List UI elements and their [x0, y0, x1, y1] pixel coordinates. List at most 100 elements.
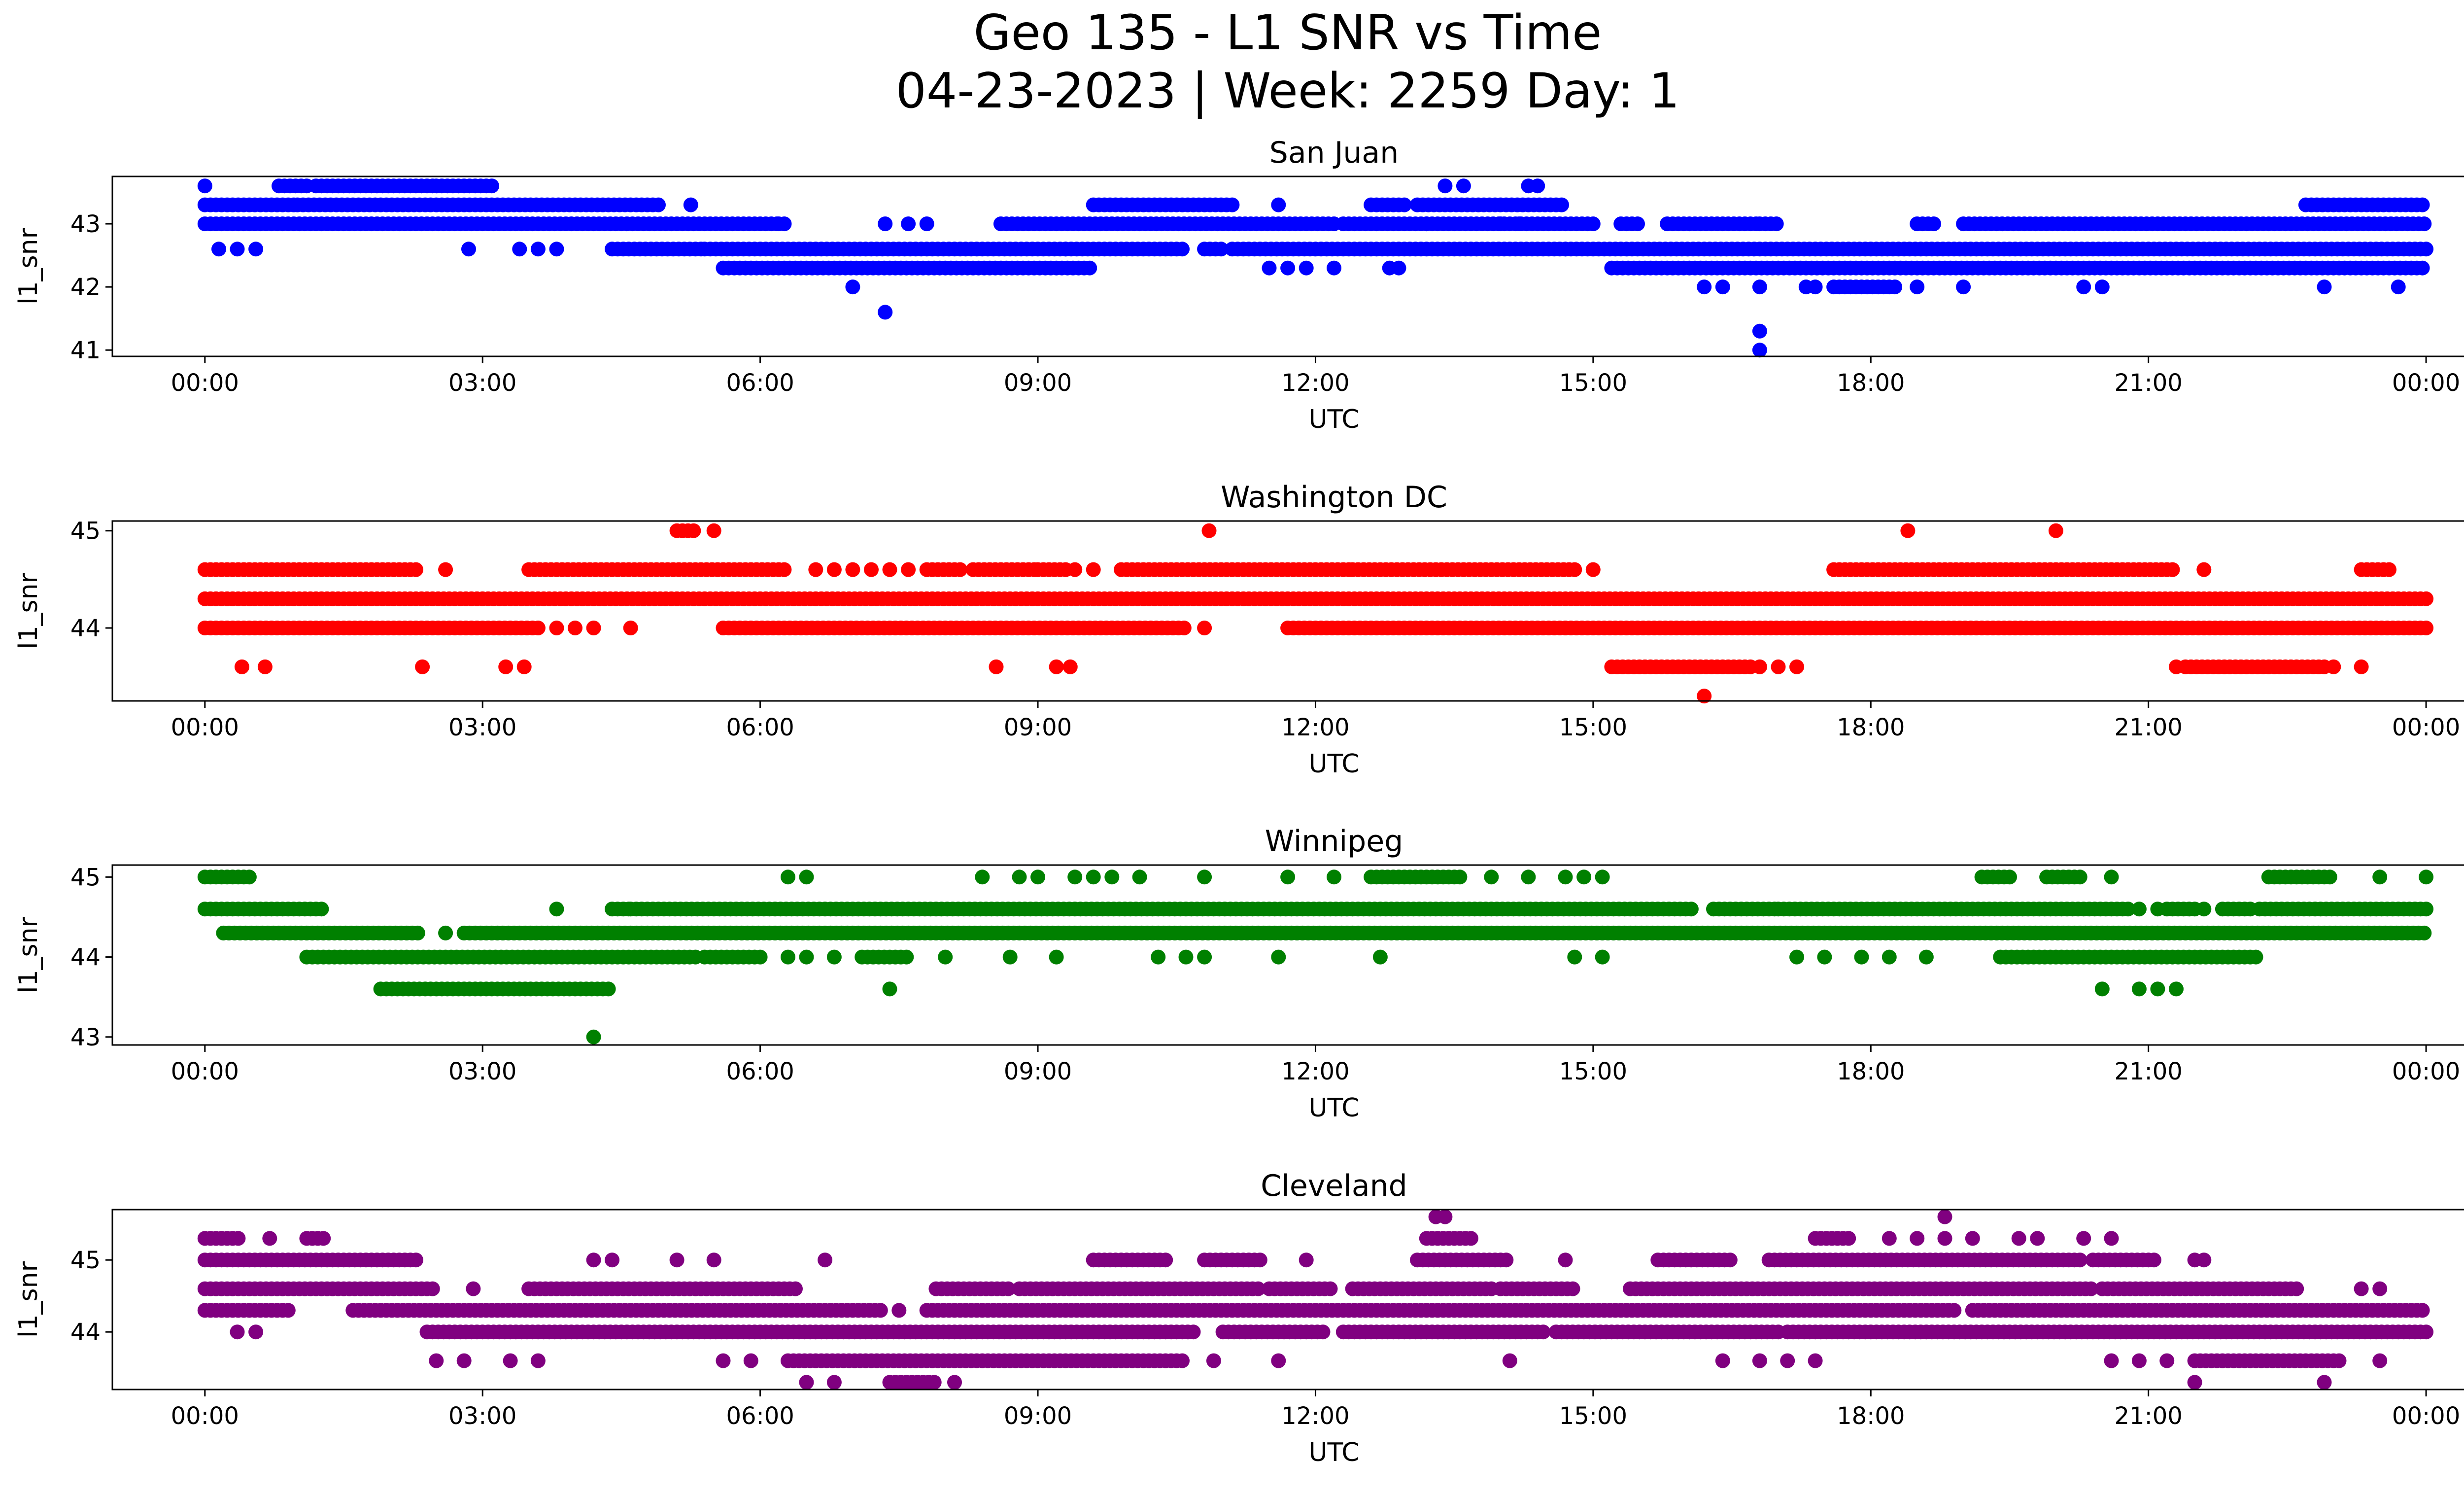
data-point: [1397, 197, 1412, 212]
x-tick-label: 15:00: [1559, 1058, 1627, 1085]
y-tick-label: 44: [70, 1319, 101, 1346]
data-point: [2317, 1375, 2332, 1390]
data-point: [2372, 1281, 2388, 1296]
data-point: [2048, 523, 2063, 538]
data-point: [2002, 869, 2017, 885]
data-point: [1817, 949, 1832, 965]
x-axis-label: UTC: [1308, 1093, 1359, 1123]
data-point: [241, 869, 257, 885]
series-points: [197, 178, 2434, 358]
x-tick-label: 12:00: [1281, 1402, 1349, 1430]
data-point: [2104, 869, 2119, 885]
series-points: [197, 1209, 2434, 1390]
data-point: [743, 1353, 758, 1368]
data-point: [1841, 1231, 1856, 1246]
data-point: [230, 1324, 245, 1340]
data-point: [1567, 562, 1582, 577]
data-point: [826, 562, 842, 577]
data-point: [1854, 949, 1869, 965]
data-point: [716, 1353, 731, 1368]
data-point: [1585, 216, 1601, 232]
data-point: [1323, 1281, 1338, 1296]
data-point: [549, 902, 564, 917]
data-point: [280, 1303, 296, 1318]
data-point: [429, 1353, 444, 1368]
data-point: [262, 1231, 277, 1246]
data-point: [953, 562, 968, 577]
data-point: [1197, 621, 1212, 635]
data-point: [1887, 279, 1903, 295]
data-point: [2415, 197, 2430, 212]
data-point: [1327, 260, 1341, 276]
data-point: [1206, 1353, 1221, 1368]
data-point: [1595, 949, 1610, 965]
data-point: [686, 523, 701, 538]
data-point: [1327, 869, 1341, 885]
data-point: [1419, 216, 1434, 232]
data-point: [2419, 242, 2434, 257]
data-point: [1049, 659, 1064, 674]
data-point: [799, 1375, 814, 1390]
x-tick-label: 15:00: [1559, 1402, 1627, 1430]
data-point: [1030, 869, 1045, 885]
data-point: [1213, 242, 1229, 257]
data-point: [2131, 902, 2147, 917]
data-point: [826, 949, 842, 965]
data-point: [231, 1231, 246, 1246]
data-point: [2289, 1281, 2304, 1296]
data-point: [512, 242, 527, 257]
data-point: [248, 242, 264, 257]
data-point: [1280, 869, 1296, 885]
data-point: [1789, 659, 1804, 674]
data-point: [257, 659, 273, 674]
data-point: [1536, 1324, 1551, 1340]
x-tick-label: 09:00: [1004, 369, 1072, 397]
data-point: [2419, 1324, 2434, 1340]
data-point: [799, 869, 814, 885]
data-point: [1715, 279, 1730, 295]
x-tick-label: 00:00: [171, 714, 239, 741]
data-point: [1456, 178, 1471, 194]
data-point: [415, 659, 430, 674]
data-point: [530, 1353, 546, 1368]
data-point: [882, 981, 897, 997]
data-point: [901, 216, 916, 232]
data-point: [1910, 279, 1925, 295]
subplot-title: Cleveland: [1261, 1169, 1407, 1203]
data-point: [2419, 591, 2434, 606]
x-tick-label: 06:00: [726, 369, 794, 397]
data-point: [1086, 869, 1101, 885]
data-point: [2326, 659, 2341, 674]
data-point: [2011, 1231, 2026, 1246]
data-point: [1558, 1252, 1573, 1268]
data-point: [1252, 1252, 1267, 1268]
data-point: [498, 659, 513, 674]
data-point: [1049, 949, 1064, 965]
y-tick-label: 45: [70, 1247, 101, 1274]
data-point: [1201, 523, 1217, 538]
data-point: [1882, 949, 1897, 965]
data-point: [1918, 949, 1934, 965]
data-point: [605, 1252, 620, 1268]
data-point: [1158, 1252, 1173, 1268]
x-axis-label: UTC: [1308, 1438, 1359, 1467]
data-point: [975, 869, 990, 885]
y-axis-label: l1_snr: [14, 572, 43, 649]
data-point: [901, 562, 916, 577]
data-point: [777, 562, 792, 577]
y-tick-label: 43: [70, 1024, 101, 1051]
data-point: [1937, 1231, 1952, 1246]
data-point: [651, 197, 666, 212]
data-point: [1012, 869, 1027, 885]
data-point: [2317, 279, 2332, 295]
x-tick-label: 06:00: [726, 1402, 794, 1430]
data-point: [882, 562, 897, 577]
x-tick-label: 00:00: [2392, 1058, 2460, 1085]
data-point: [2072, 869, 2088, 885]
x-tick-label: 21:00: [2115, 1402, 2183, 1430]
data-point: [1463, 1231, 1478, 1246]
data-point: [947, 1375, 962, 1390]
data-point: [1752, 1353, 1767, 1368]
